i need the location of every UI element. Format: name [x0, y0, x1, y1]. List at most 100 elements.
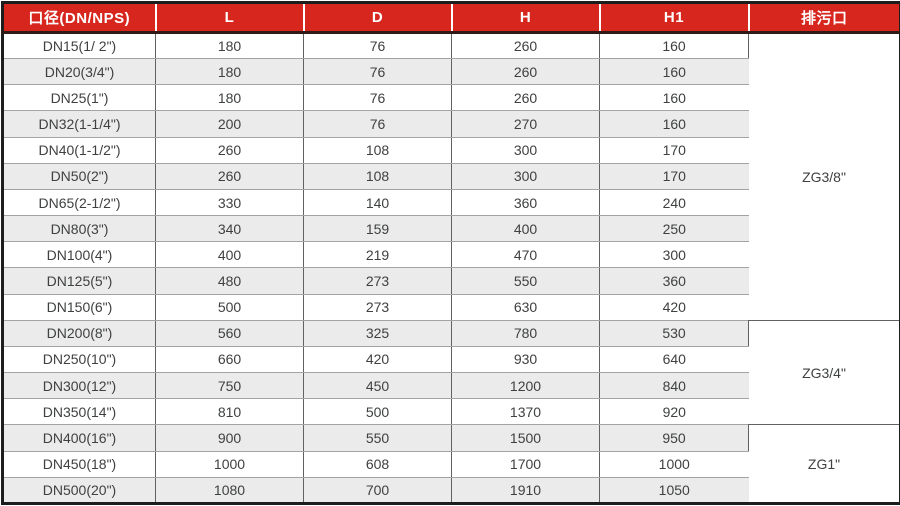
table-row: DN250(10") 660 420 930 640 [2, 346, 900, 374]
size-cell: DN65(2-1/2") [2, 189, 156, 217]
column-header-l: L [155, 2, 305, 34]
dimension-cell: 273 [303, 267, 452, 295]
size-cell: DN250(10") [2, 346, 156, 374]
size-cell: DN300(12") [2, 372, 156, 400]
table-row: DN350(14") 810 500 1370 920 [2, 398, 900, 426]
dimension-cell: 630 [451, 294, 600, 321]
dimension-cell: 170 [599, 137, 749, 164]
size-cell: DN50(2") [2, 163, 156, 190]
dimension-cell: 160 [599, 84, 749, 112]
dimension-cell: 900 [155, 424, 304, 452]
table-row: DN20(3/4") 180 76 260 160 [2, 58, 900, 86]
dimension-cell: 1370 [451, 398, 600, 426]
dimension-cell: 76 [303, 58, 452, 86]
dimension-cell: 400 [155, 241, 304, 269]
dimension-cell: 660 [155, 346, 304, 374]
dimension-cell: 1910 [451, 477, 600, 505]
dimension-cell: 180 [155, 32, 304, 60]
dimension-cell: 750 [155, 372, 304, 400]
dimension-cell: 325 [303, 320, 452, 347]
column-header-drain-port: 排污口 [748, 2, 900, 34]
dimension-cell: 920 [599, 398, 749, 426]
dimension-cell: 330 [155, 189, 304, 217]
dimension-cell: 240 [599, 189, 749, 217]
table-row: DN80(3") 340 159 400 250 [2, 215, 900, 243]
dimension-cell: 340 [155, 215, 304, 243]
size-cell: DN15(1/ 2") [2, 32, 156, 60]
size-cell: DN400(16") [2, 424, 156, 452]
table-row: DN50(2") 260 108 300 170 [2, 163, 900, 190]
table-row: DN65(2-1/2") 330 140 360 240 [2, 189, 900, 217]
table-row: DN40(1-1/2") 260 108 300 170 [2, 137, 900, 164]
dimension-cell: 500 [303, 398, 452, 426]
drain-port-cell: ZG1" [748, 424, 900, 504]
dimension-cell: 159 [303, 215, 452, 243]
drain-port-cell: ZG3/4" [748, 320, 900, 426]
dimension-cell: 560 [155, 320, 304, 347]
dimension-cell: 420 [303, 346, 452, 374]
dimension-cell: 180 [155, 58, 304, 86]
table-row: DN400(16") 900 550 1500 950 ZG1" [2, 424, 900, 504]
dimension-cell: 810 [155, 398, 304, 426]
dimension-cell: 1080 [155, 477, 304, 505]
size-cell: DN100(4") [2, 241, 156, 269]
dimension-cell: 360 [451, 189, 600, 217]
dimension-cell: 140 [303, 189, 452, 217]
dimension-cell: 450 [303, 372, 452, 400]
table-row: DN100(4") 400 219 470 300 [2, 241, 900, 269]
table-row: DN500(20") 1080 700 1910 1050 [2, 477, 900, 505]
size-cell: DN80(3") [2, 215, 156, 243]
size-cell: DN450(18") [2, 451, 156, 478]
table-row: DN150(6") 500 273 630 420 [2, 294, 900, 321]
dimension-cell: 950 [599, 424, 749, 452]
size-cell: DN25(1") [2, 84, 156, 112]
dimension-cell: 1000 [155, 451, 304, 478]
dimension-cell: 700 [303, 477, 452, 505]
dimension-cell: 260 [155, 163, 304, 190]
size-cell: DN150(6") [2, 294, 156, 321]
dimension-cell: 550 [303, 424, 452, 452]
dimension-cell: 170 [599, 163, 749, 190]
dimension-cell: 1050 [599, 477, 749, 505]
dimension-cell: 400 [451, 215, 600, 243]
dimension-cell: 840 [599, 372, 749, 400]
column-header-d: D [303, 2, 453, 34]
dimension-cell: 640 [599, 346, 749, 374]
dimension-cell: 270 [451, 110, 600, 138]
dimension-cell: 300 [451, 163, 600, 190]
size-cell: DN350(14") [2, 398, 156, 426]
column-header-h1: H1 [599, 2, 750, 34]
table-body: DN15(1/ 2") 180 76 260 160 ZG3/8" DN20(3/4") 18… [2, 32, 900, 505]
dimension-cell: 1500 [451, 424, 600, 452]
dimension-cell: 76 [303, 84, 452, 112]
dimension-cell: 500 [155, 294, 304, 321]
dimension-cell: 1200 [451, 372, 600, 400]
dimension-cell: 260 [155, 137, 304, 164]
dimension-cell: 250 [599, 215, 749, 243]
dimension-cell: 200 [155, 110, 304, 138]
table-row: DN300(12") 750 450 1200 840 [2, 372, 900, 400]
dimension-cell: 219 [303, 241, 452, 269]
dimension-cell: 273 [303, 294, 452, 321]
dimension-cell: 76 [303, 110, 452, 138]
size-cell: DN200(8") [2, 320, 156, 347]
table-row: DN15(1/ 2") 180 76 260 160 ZG3/8" [2, 32, 900, 321]
dimension-cell: 160 [599, 58, 749, 86]
size-cell: DN500(20") [2, 477, 156, 505]
dimension-cell: 76 [303, 32, 452, 60]
dimension-cell: 470 [451, 241, 600, 269]
dimension-cell: 180 [155, 84, 304, 112]
dimension-cell: 1000 [599, 451, 749, 478]
size-cell: DN40(1-1/2") [2, 137, 156, 164]
size-cell: DN125(5") [2, 267, 156, 295]
column-header-size: 口径(DN/NPS) [2, 2, 157, 34]
table-row: DN200(8") 560 325 780 530 ZG3/4" [2, 320, 900, 426]
dimension-cell: 780 [451, 320, 600, 347]
dimension-cell: 608 [303, 451, 452, 478]
dimension-cell: 480 [155, 267, 304, 295]
size-cell: DN32(1-1/4") [2, 110, 156, 138]
dimension-cell: 260 [451, 84, 600, 112]
dimension-cell: 160 [599, 32, 749, 60]
